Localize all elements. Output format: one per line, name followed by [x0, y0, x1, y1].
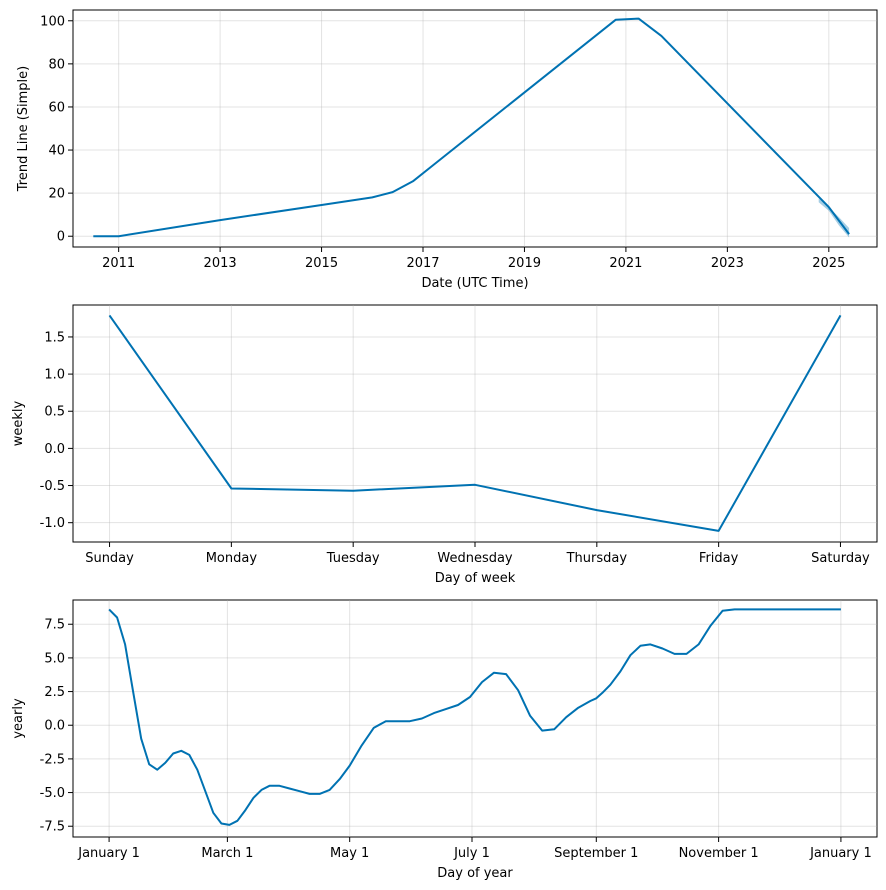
- x-tick-label: 2011: [102, 256, 135, 271]
- y-tick-label: 0: [57, 230, 65, 245]
- y-tick-label: 0.5: [44, 405, 65, 420]
- trend-grid: [73, 10, 877, 247]
- series-line: [93, 17, 850, 238]
- yearly-x-axis-label: Day of year: [437, 866, 513, 881]
- y-tick-label: 7.5: [44, 618, 65, 633]
- x-tick-label: November 1: [679, 846, 759, 861]
- y-tick-label: -2.5: [40, 752, 65, 767]
- x-tick-label: Monday: [206, 551, 258, 566]
- x-tick-label: Thursday: [566, 551, 628, 566]
- trend-x-axis-label: Date (UTC Time): [421, 276, 528, 291]
- trend-axes-frame: [72, 9, 878, 248]
- series-line: [108, 608, 841, 826]
- x-tick-label: September 1: [554, 846, 638, 861]
- x-tick-label: May 1: [330, 846, 369, 861]
- x-tick-label: January 1: [77, 846, 140, 861]
- x-tick-label: 2019: [508, 256, 541, 271]
- y-tick-label: -1.0: [40, 516, 65, 531]
- trend-x-ticks: 2011 2013 2015 2017 2019 2021 2023 2025: [102, 247, 845, 271]
- weekly-series: [108, 314, 842, 532]
- x-tick-label: 2021: [609, 256, 642, 271]
- y-tick-label: 2.5: [44, 685, 65, 700]
- trend-series: [93, 17, 850, 238]
- y-tick-label: 80: [48, 57, 65, 72]
- y-tick-label: 60: [48, 100, 65, 115]
- x-tick-label: 2017: [406, 256, 439, 271]
- y-tick-label: -5.0: [40, 786, 65, 801]
- x-tick-label: Wednesday: [437, 551, 513, 566]
- yearly-y-axis-label: yearly: [11, 698, 26, 739]
- y-tick-label: 0.0: [44, 442, 65, 457]
- y-tick-label: 40: [48, 144, 65, 159]
- weekly-x-axis-label: Day of week: [435, 571, 516, 586]
- trend-y-axis-label: Trend Line (Simple): [16, 66, 31, 192]
- y-tick-label: 1.5: [44, 330, 65, 345]
- y-tick-label: 20: [48, 187, 65, 202]
- x-tick-label: 2025: [812, 256, 845, 271]
- yearly-x-ticks: January 1 March 1 May 1 July 1 September 1 No…: [77, 837, 872, 861]
- x-tick-label: July 1: [453, 846, 490, 861]
- y-tick-label: 100: [40, 14, 65, 29]
- series-line: [108, 314, 842, 532]
- x-tick-label: 2015: [305, 256, 338, 271]
- yearly-series: [108, 608, 841, 826]
- x-tick-label: Tuesday: [326, 551, 380, 566]
- x-tick-label: 2023: [711, 256, 744, 271]
- x-tick-label: Saturday: [811, 551, 870, 566]
- y-tick-label: 1.0: [44, 368, 65, 383]
- y-tick-label: -0.5: [40, 479, 65, 494]
- y-tick-label: 5.0: [44, 651, 65, 666]
- trend-y-ticks: 0 20 40 60 80 100: [40, 14, 73, 245]
- weekly-x-ticks: Sunday Monday Tuesday Wednesday Thursday Frid…: [85, 542, 870, 566]
- x-tick-label: Friday: [699, 551, 739, 566]
- yearly-y-ticks: 7.5 5.0 2.5 0.0 -2.5 -5.0 -7.5: [40, 618, 73, 835]
- weekly-panel: Sunday Monday Tuesday Wednesday Thursday Frid…: [11, 304, 878, 586]
- uncertainty-band-area: [818, 198, 850, 238]
- weekly-y-ticks: 1.5 1.0 0.5 0.0 -0.5 -1.0: [40, 330, 73, 531]
- weekly-y-axis-label: weekly: [11, 400, 26, 446]
- weekly-grid: [73, 305, 877, 542]
- x-tick-label: Sunday: [85, 551, 134, 566]
- y-tick-label: 0.0: [44, 719, 65, 734]
- yearly-panel: January 1 March 1 May 1 July 1 September 1 No…: [11, 599, 878, 881]
- y-tick-label: -7.5: [40, 820, 65, 835]
- x-tick-label: March 1: [201, 846, 253, 861]
- trend-panel: 2011 2013 2015 2017 2019 2021 2023 2025 0 20 40 60…: [16, 9, 878, 291]
- x-tick-label: 2013: [204, 256, 237, 271]
- trend-uncertainty-band: [818, 198, 850, 238]
- yearly-grid: [73, 600, 877, 837]
- x-tick-label: January 1: [809, 846, 872, 861]
- yearly-axes-frame: [72, 599, 878, 838]
